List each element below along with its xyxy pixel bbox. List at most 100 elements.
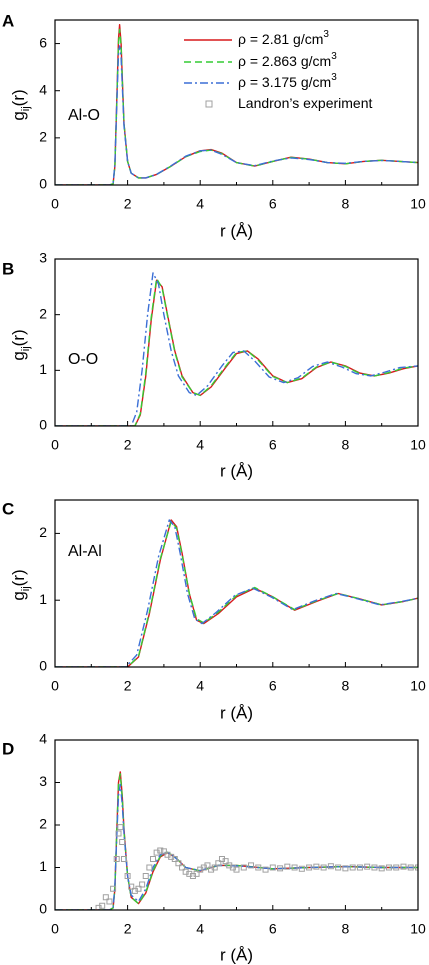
series-line-dashdot <box>55 45 418 185</box>
x-axis-title: r (Å) <box>220 703 253 722</box>
y-tick-label: 2 <box>39 524 47 540</box>
y-tick-label: 4 <box>39 81 47 97</box>
series-line-dashdot <box>55 272 418 426</box>
experiment-marker <box>119 839 126 845</box>
x-tick-label: 2 <box>124 678 132 694</box>
y-axis-title: gij(r) <box>9 569 31 600</box>
legend-label-sup: 3 <box>331 51 337 62</box>
experiment-marker <box>204 862 211 869</box>
legend-marker <box>205 100 213 108</box>
experiment-marker <box>320 864 327 871</box>
y-tick-label: 4 <box>39 731 47 747</box>
x-tick-label: 10 <box>410 437 426 453</box>
series-group <box>55 24 418 185</box>
experiment-marker <box>378 865 385 872</box>
legend-label-sup: 3 <box>323 29 329 40</box>
experiment-marker <box>349 864 356 871</box>
legend-entry: ρ = 2.81 g/cm3 <box>184 29 329 47</box>
y-tick-label: 0 <box>39 417 47 433</box>
experiment-marker <box>215 860 222 867</box>
pair-label: O-O <box>68 351 98 368</box>
y-tick-label: 1 <box>39 361 47 377</box>
experiment-marker <box>115 830 122 837</box>
experiment-marker <box>117 824 124 831</box>
x-tick-label: 2 <box>124 921 132 937</box>
legend-label: ρ = 2.81 g/cm3 <box>238 29 329 47</box>
experiment-marker <box>269 864 276 871</box>
x-tick-label: 8 <box>342 196 350 212</box>
x-tick-label: 0 <box>51 921 59 937</box>
x-tick-label: 0 <box>51 437 59 453</box>
experiment-marker <box>150 856 157 862</box>
legend-entry: Landron’s experiment <box>205 95 372 111</box>
experiment-marker <box>124 873 131 879</box>
experiment-marker <box>298 865 305 872</box>
experiment-marker <box>135 885 142 892</box>
y-tick-label: 6 <box>39 34 47 50</box>
experiment-marker <box>179 864 186 871</box>
x-tick-label: 8 <box>342 921 350 937</box>
legend-label: ρ = 2.863 g/cm3 <box>238 51 337 69</box>
y-axis-title: gij(r) <box>9 329 31 360</box>
experiment-marker <box>142 873 149 879</box>
experiment-marker <box>407 864 414 871</box>
legend-entry: ρ = 2.863 g/cm3 <box>184 51 337 69</box>
plot-frame <box>54 739 419 911</box>
experiment-marker <box>335 864 342 871</box>
experiment-marker <box>171 856 178 862</box>
experiment-marker <box>400 863 407 870</box>
x-axis-title: r (Å) <box>220 461 253 480</box>
x-tick-label: 2 <box>124 437 132 453</box>
x-tick-label: 4 <box>196 437 204 453</box>
x-tick-label: 0 <box>51 196 59 212</box>
experiment-marker <box>255 864 262 871</box>
experiment-marker <box>240 864 247 871</box>
series-line-solid <box>55 519 418 667</box>
y-axis-title-main: g <box>9 111 28 120</box>
experiment-marker <box>385 864 392 871</box>
y-axis-title-main: g <box>9 591 28 600</box>
experiment-marker <box>222 858 229 865</box>
legend-label: Landron’s experiment <box>238 95 372 111</box>
y-tick-label: 2 <box>39 305 47 321</box>
panel-letter: A <box>2 11 14 30</box>
x-tick-label: 4 <box>196 921 204 937</box>
y-tick-label: 1 <box>39 858 47 874</box>
y-tick-label: 3 <box>39 250 47 266</box>
x-tick-label: 6 <box>269 196 277 212</box>
series-line-solid <box>55 279 418 426</box>
x-tick-label: 2 <box>124 196 132 212</box>
x-tick-label: 6 <box>269 678 277 694</box>
experiment-marker <box>211 864 218 871</box>
experiment-marker <box>284 863 291 870</box>
experiment-marker <box>371 864 378 871</box>
x-tick-label: 4 <box>196 196 204 212</box>
x-tick-label: 10 <box>410 921 426 937</box>
x-tick-label: 6 <box>269 921 277 937</box>
experiment-marker <box>356 864 363 871</box>
legend-label-text: ρ = 2.81 g/cm <box>238 31 323 47</box>
y-tick-label: 0 <box>39 901 47 917</box>
series-line-dashdot <box>55 519 418 667</box>
y-axis-title-sub: ij <box>20 346 32 351</box>
panel-d: D 0 2 4 6 8 10 0 1 2 3 4 r (Å) <box>2 731 426 965</box>
experiment-marker <box>277 865 284 872</box>
experiment-marker <box>157 847 164 854</box>
series-group <box>55 519 418 667</box>
experiment-marker <box>233 866 240 873</box>
y-axis-title-tail: (r) <box>9 89 28 106</box>
x-tick-label: 6 <box>269 437 277 453</box>
x-axis-title: r (Å) <box>220 945 253 964</box>
series-group <box>55 272 418 426</box>
legend-label-text: Landron’s experiment <box>238 95 372 111</box>
legend-label-text: ρ = 2.863 g/cm <box>238 53 331 69</box>
pair-label: Al-Al <box>68 543 102 560</box>
experiment-marker <box>291 864 298 871</box>
x-tick-label: 10 <box>410 678 426 694</box>
legend-entry: ρ = 3.175 g/cm3 <box>184 72 337 90</box>
experiment-marker <box>146 864 153 871</box>
panel-a: A 0 2 4 6 8 10 0 2 4 6 r (Å) gij(r) Al-O <box>2 11 426 240</box>
experiment-marker <box>110 885 117 892</box>
series-line-dashdot <box>55 783 418 910</box>
experiment-marker <box>262 866 269 873</box>
